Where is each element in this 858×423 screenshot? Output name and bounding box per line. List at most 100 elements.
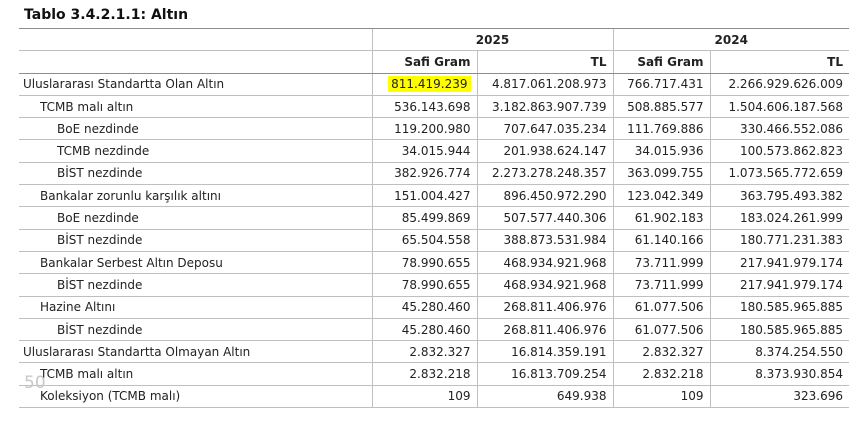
value-cell: 468.934.921.968 <box>476 273 613 297</box>
value-cell: 649.938 <box>476 385 613 409</box>
value-cell: 323.696 <box>709 385 849 409</box>
value-cell: 61.140.166 <box>612 229 710 252</box>
table-row: BoE nezdinde 119.200.980 707.647.035.234 11… <box>19 117 849 141</box>
value-cell: 183.024.261.999 <box>709 206 849 230</box>
value-cell: 2.832.218 <box>371 362 477 386</box>
row-label: TCMB nezdinde <box>19 139 372 163</box>
row-label: BİST nezdinde <box>19 229 372 252</box>
value-cell: 536.143.698 <box>371 95 477 119</box>
value-cell: 217.941.979.174 <box>709 273 849 297</box>
value-cell: 78.990.655 <box>371 251 477 275</box>
value-cell: 151.004.427 <box>371 184 477 208</box>
row-label: BİST nezdinde <box>19 318 372 342</box>
value-cell: 388.873.531.984 <box>476 229 613 252</box>
table-row: BoE nezdinde 85.499.869 507.577.440.306 61.… <box>19 206 849 230</box>
subheader-safi-gram-2025: Safi Gram <box>371 50 477 74</box>
table-row: TCMB nezdinde 34.015.944 201.938.624.147 34… <box>19 139 849 163</box>
value-cell: 45.280.460 <box>371 296 477 319</box>
table-row: Koleksiyon (TCMB malı) 109 649.938 109 323.6… <box>19 385 849 409</box>
value-cell: 3.182.863.907.739 <box>476 95 613 119</box>
value-cell: 180.771.231.383 <box>709 229 849 252</box>
value-cell: 180.585.965.885 <box>709 296 849 319</box>
table-row: BİST nezdinde 65.504.558 388.873.531.984 61… <box>19 229 849 252</box>
value-cell: 16.814.359.191 <box>476 340 613 364</box>
value-cell: 1.504.606.187.568 <box>709 95 849 119</box>
row-label: Bankalar zorunlu karşılık altını <box>19 184 372 208</box>
value-cell: 268.811.406.976 <box>476 318 613 342</box>
row-label: TCMB malı altın <box>19 95 372 119</box>
value-cell: 34.015.936 <box>612 139 710 163</box>
table-row: Hazine Altını 45.280.460 268.811.406.976 61… <box>19 296 849 319</box>
year-2025-header: 2025 <box>371 27 613 52</box>
value-cell: 2.273.278.248.357 <box>476 162 613 186</box>
value-cell: 2.266.929.626.009 <box>709 73 849 96</box>
value-cell: 4.817.061.208.973 <box>476 73 613 96</box>
value-cell: 78.990.655 <box>371 273 477 297</box>
value-cell: 363.795.493.382 <box>709 184 849 208</box>
table-row: Bankalar zorunlu karşılık altını 151.004.… <box>19 184 849 208</box>
row-label: Bankalar Serbest Altın Deposu <box>19 251 372 275</box>
value-cell: 61.077.506 <box>612 318 710 342</box>
value-cell: 8.373.930.854 <box>709 362 849 386</box>
value-cell: 180.585.965.885 <box>709 318 849 342</box>
value-cell: 811.419.239 <box>371 73 477 96</box>
value-cell: 2.832.327 <box>612 340 710 364</box>
subheader-tl-2024: TL <box>709 50 849 74</box>
value-cell: 73.711.999 <box>612 251 710 275</box>
value-cell: 2.832.327 <box>371 340 477 364</box>
value-cell: 468.934.921.968 <box>476 251 613 275</box>
header-empty-cell <box>19 27 372 52</box>
row-label: Hazine Altını <box>19 296 372 319</box>
value-cell: 896.450.972.290 <box>476 184 613 208</box>
value-cell: 73.711.999 <box>612 273 710 297</box>
value-cell: 34.015.944 <box>371 139 477 163</box>
value-cell: 8.374.254.550 <box>709 340 849 364</box>
subheader-empty-cell <box>19 50 372 74</box>
value-cell: 109 <box>612 385 710 409</box>
table-row: BİST nezdinde 45.280.460 268.811.406.976 61… <box>19 318 849 342</box>
value-cell: 65.504.558 <box>371 229 477 252</box>
table-row: Uluslararası Standartta Olan Altın 811.41… <box>19 73 849 96</box>
value-cell: 85.499.869 <box>371 206 477 230</box>
year-2024-header: 2024 <box>612 27 849 52</box>
value-cell: 382.926.774 <box>371 162 477 186</box>
value-cell: 111.769.886 <box>612 117 710 141</box>
subheader-safi-gram-2024: Safi Gram <box>612 50 710 74</box>
row-label: BoE nezdinde <box>19 206 372 230</box>
highlighted-value: 811.419.239 <box>388 76 471 93</box>
value-cell: 100.573.862.823 <box>709 139 849 163</box>
value-cell: 268.811.406.976 <box>476 296 613 319</box>
table-row: Bankalar Serbest Altın Deposu 78.990.655 4… <box>19 251 849 275</box>
value-cell: 508.885.577 <box>612 95 710 119</box>
value-cell: 766.717.431 <box>612 73 710 96</box>
value-cell: 45.280.460 <box>371 318 477 342</box>
row-label: Uluslararası Standartta Olmayan Altın <box>19 340 372 364</box>
gold-table: 2025 2024 Safi Gram TL Safi Gram TL Ulus… <box>19 27 849 409</box>
table-row: BİST nezdinde 78.990.655 468.934.921.968 73… <box>19 273 849 297</box>
table-body: Uluslararası Standartta Olan Altın 811.41… <box>19 73 849 409</box>
value-cell: 201.938.624.147 <box>476 139 613 163</box>
row-label: Uluslararası Standartta Olan Altın <box>19 73 372 96</box>
value-cell: 330.466.552.086 <box>709 117 849 141</box>
value-cell: 109 <box>371 385 477 409</box>
value-cell: 123.042.349 <box>612 184 710 208</box>
subheader-tl-2025: TL <box>476 50 613 74</box>
value-cell: 1.073.565.772.659 <box>709 162 849 186</box>
row-label: BİST nezdinde <box>19 162 372 186</box>
value-cell: 707.647.035.234 <box>476 117 613 141</box>
value-cell: 2.832.218 <box>612 362 710 386</box>
table-row: TCMB malı altın 2.832.218 16.813.709.254 2.… <box>19 362 849 386</box>
value-cell: 61.902.183 <box>612 206 710 230</box>
row-label: BoE nezdinde <box>19 117 372 141</box>
table-row: BİST nezdinde 382.926.774 2.273.278.248.35… <box>19 162 849 186</box>
page-number: 50 <box>24 373 46 393</box>
value-cell: 217.941.979.174 <box>709 251 849 275</box>
value-cell: 119.200.980 <box>371 117 477 141</box>
value-cell: 363.099.755 <box>612 162 710 186</box>
row-label: BİST nezdinde <box>19 273 372 297</box>
subheader-row: Safi Gram TL Safi Gram TL <box>19 50 849 74</box>
table-row: Uluslararası Standartta Olmayan Altın 2.8… <box>19 340 849 364</box>
year-header-row: 2025 2024 <box>19 27 849 52</box>
value-cell: 61.077.506 <box>612 296 710 319</box>
value-cell: 16.813.709.254 <box>476 362 613 386</box>
